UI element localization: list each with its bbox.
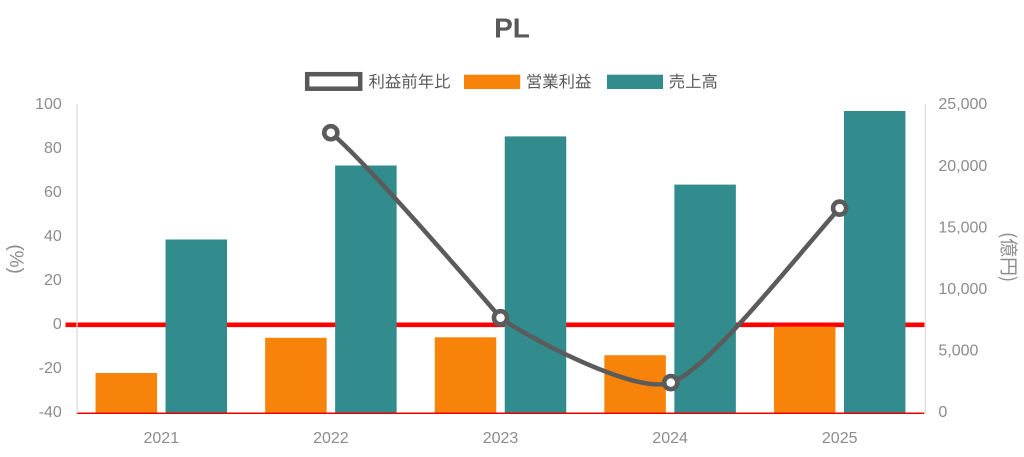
svg-text:15,000: 15,000 — [938, 219, 987, 236]
svg-text:2022: 2022 — [313, 430, 349, 447]
svg-text:100: 100 — [35, 96, 62, 113]
svg-text:2025: 2025 — [822, 430, 858, 447]
svg-text:0: 0 — [53, 316, 62, 333]
svg-text:25,000: 25,000 — [938, 96, 987, 113]
svg-text:0: 0 — [938, 404, 947, 421]
svg-text:PL: PL — [494, 12, 530, 43]
svg-text:40: 40 — [44, 228, 62, 245]
svg-text:20,000: 20,000 — [938, 158, 987, 175]
svg-text:2023: 2023 — [483, 430, 519, 447]
svg-text:5,000: 5,000 — [938, 343, 978, 360]
svg-text:-20: -20 — [39, 360, 62, 377]
svg-text:20: 20 — [44, 272, 62, 289]
svg-text:(%): (%) — [5, 244, 26, 274]
svg-text:2024: 2024 — [652, 430, 688, 447]
svg-text:60: 60 — [44, 184, 62, 201]
svg-text:2021: 2021 — [144, 430, 180, 447]
svg-text:80: 80 — [44, 140, 62, 157]
svg-text:10,000: 10,000 — [938, 281, 987, 298]
svg-text:-40: -40 — [39, 404, 62, 421]
